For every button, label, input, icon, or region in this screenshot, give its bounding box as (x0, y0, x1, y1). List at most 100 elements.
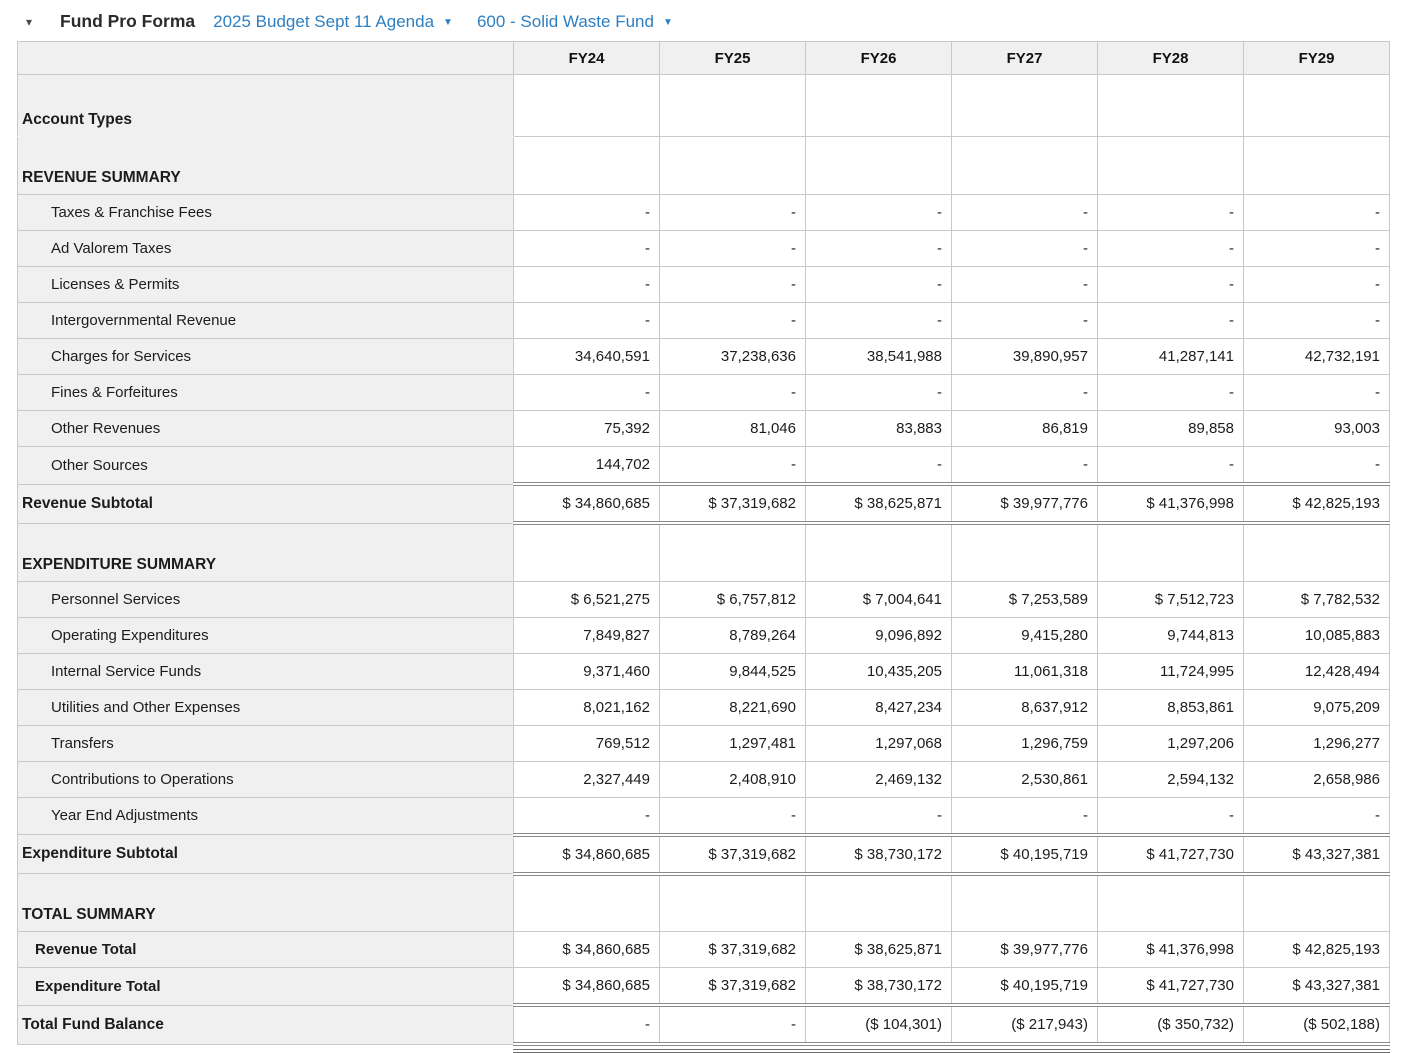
cell (513, 522, 660, 582)
table-row: Account Types (17, 74, 1390, 137)
row-label: Intergovernmental Revenue (17, 302, 514, 339)
cell: $ 38,625,871 (805, 482, 952, 525)
cell: - (951, 302, 1098, 339)
table-row: Revenue Total $ 34,860,685 $ 37,319,682 $ 3… (17, 931, 1390, 968)
row-label: Contributions to Operations (17, 760, 514, 798)
cell (951, 873, 1098, 932)
cell: $ 7,004,641 (805, 580, 952, 618)
cell: ($ 502,188) (1243, 1003, 1390, 1046)
table-row: Revenue Subtotal $ 34,860,685 $ 37,319,682… (17, 482, 1390, 525)
cell: 75,392 (513, 410, 660, 447)
row-label: Charges for Services (17, 338, 514, 375)
cell: - (805, 302, 952, 339)
cell: - (1243, 446, 1390, 485)
cell: - (951, 194, 1098, 231)
cell: $ 7,253,589 (951, 580, 1098, 618)
cell: 8,789,264 (659, 616, 806, 654)
cell: 93,003 (1243, 410, 1390, 447)
cell: 12,428,494 (1243, 652, 1390, 690)
row-label: Fines & Forfeitures (17, 374, 514, 411)
cell: $ 43,327,381 (1243, 832, 1390, 876)
cell (805, 74, 952, 137)
cell: $ 34,860,685 (513, 832, 660, 876)
cell: 1,296,277 (1243, 724, 1390, 762)
cell: - (805, 796, 952, 835)
cell (1243, 136, 1390, 195)
cell (1097, 74, 1244, 137)
cell: - (951, 446, 1098, 485)
cell: $ 42,825,193 (1243, 482, 1390, 525)
cell: 11,724,995 (1097, 652, 1244, 690)
row-label: Licenses & Permits (17, 266, 514, 303)
cell (659, 136, 806, 195)
cell: 81,046 (659, 410, 806, 447)
column-header-fy24: FY24 (513, 41, 660, 75)
column-header-fy25: FY25 (659, 41, 806, 75)
cell: - (805, 446, 952, 485)
cell: - (805, 194, 952, 231)
cell: 9,075,209 (1243, 688, 1390, 726)
cell (1097, 873, 1244, 932)
cell: - (951, 266, 1098, 303)
cell: 39,890,957 (951, 338, 1098, 375)
cell: 41,287,141 (1097, 338, 1244, 375)
fund-dropdown[interactable]: 600 - Solid Waste Fund ▼ (477, 12, 673, 32)
cell: 38,541,988 (805, 338, 952, 375)
cell: 8,221,690 (659, 688, 806, 726)
cell: - (1097, 230, 1244, 267)
cell: 7,849,827 (513, 616, 660, 654)
page-title: Fund Pro Forma (60, 11, 196, 31)
cell: 2,594,132 (1097, 760, 1244, 798)
cell: - (1243, 194, 1390, 231)
cell: 10,085,883 (1243, 616, 1390, 654)
row-label: Ad Valorem Taxes (17, 230, 514, 267)
cell: $ 40,195,719 (951, 967, 1098, 1006)
table-row: Operating Expenditures 7,849,827 8,789,264… (17, 616, 1390, 654)
cell: - (1097, 266, 1244, 303)
column-header-fy26: FY26 (805, 41, 952, 75)
row-label: Revenue Total (17, 931, 514, 968)
cell: - (1243, 374, 1390, 411)
budget-dropdown[interactable]: 2025 Budget Sept 11 Agenda ▼ (213, 12, 453, 32)
cell: 1,297,481 (659, 724, 806, 762)
row-label: Account Types (17, 74, 514, 137)
cell: - (1243, 302, 1390, 339)
cell: 8,427,234 (805, 688, 952, 726)
row-label: EXPENDITURE SUMMARY (17, 522, 514, 582)
table-row: Charges for Services 34,640,591 37,238,636… (17, 338, 1390, 375)
cell (659, 74, 806, 137)
row-label: Year End Adjustments (17, 796, 514, 835)
cell: $ 34,860,685 (513, 931, 660, 968)
cell: 11,061,318 (951, 652, 1098, 690)
cell: 1,297,206 (1097, 724, 1244, 762)
collapse-caret-icon[interactable]: ▾ (26, 14, 33, 29)
cell: 769,512 (513, 724, 660, 762)
row-label: Other Revenues (17, 410, 514, 447)
cell: 2,408,910 (659, 760, 806, 798)
cell: $ 7,512,723 (1097, 580, 1244, 618)
cell (659, 522, 806, 582)
table-row: Year End Adjustments - - - - - - (17, 796, 1390, 835)
cell (951, 136, 1098, 195)
cell: $ 37,319,682 (659, 931, 806, 968)
cell: 9,844,525 (659, 652, 806, 690)
table-row: Intergovernmental Revenue - - - - - - (17, 302, 1390, 339)
row-label: TOTAL SUMMARY (17, 873, 514, 932)
table-row: TOTAL SUMMARY (17, 873, 1390, 932)
cell (951, 74, 1098, 137)
table-row: Ad Valorem Taxes - - - - - - (17, 230, 1390, 267)
cell: ($ 217,943) (951, 1003, 1098, 1046)
row-label: Utilities and Other Expenses (17, 688, 514, 726)
cell (805, 136, 952, 195)
cell: $ 39,977,776 (951, 931, 1098, 968)
table-row: Personnel Services $ 6,521,275 $ 6,757,812… (17, 580, 1390, 618)
row-label: Expenditure Subtotal (17, 834, 514, 874)
cell: - (659, 796, 806, 835)
cell: - (1243, 230, 1390, 267)
cell: $ 34,860,685 (513, 967, 660, 1006)
row-label: Personnel Services (17, 580, 514, 618)
cell: - (513, 796, 660, 835)
cell: - (513, 266, 660, 303)
cell: - (659, 302, 806, 339)
cell: $ 41,376,998 (1097, 931, 1244, 968)
